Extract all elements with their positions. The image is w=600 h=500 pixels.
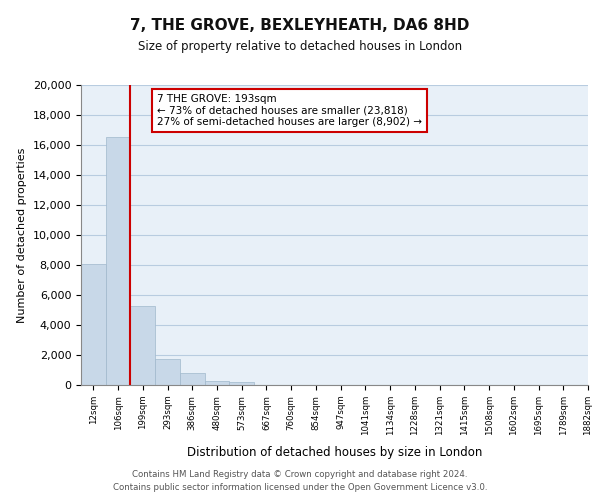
- Text: Contains public sector information licensed under the Open Government Licence v3: Contains public sector information licen…: [113, 483, 487, 492]
- Text: 7 THE GROVE: 193sqm
← 73% of detached houses are smaller (23,818)
27% of semi-de: 7 THE GROVE: 193sqm ← 73% of detached ho…: [157, 94, 422, 127]
- Text: Contains HM Land Registry data © Crown copyright and database right 2024.: Contains HM Land Registry data © Crown c…: [132, 470, 468, 479]
- Bar: [155, 359, 180, 385]
- Text: Size of property relative to detached houses in London: Size of property relative to detached ho…: [138, 40, 462, 53]
- Bar: [106, 138, 130, 385]
- Text: 7, THE GROVE, BEXLEYHEATH, DA6 8HD: 7, THE GROVE, BEXLEYHEATH, DA6 8HD: [130, 18, 470, 32]
- Bar: [180, 374, 205, 385]
- Bar: [229, 382, 254, 385]
- X-axis label: Distribution of detached houses by size in London: Distribution of detached houses by size …: [187, 446, 482, 459]
- Bar: [130, 306, 155, 385]
- Bar: [81, 264, 106, 385]
- Y-axis label: Number of detached properties: Number of detached properties: [17, 148, 27, 322]
- Bar: [205, 380, 229, 385]
